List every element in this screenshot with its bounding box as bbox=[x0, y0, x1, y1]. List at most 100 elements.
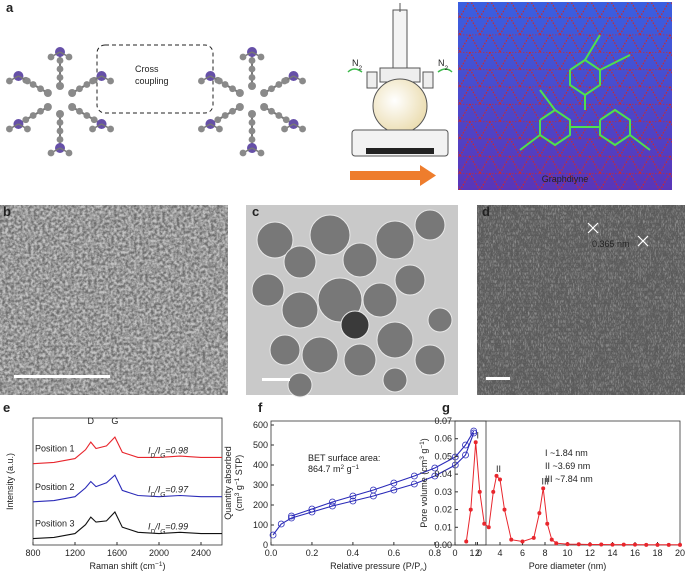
data-point bbox=[576, 542, 581, 547]
legend-label: Position 3 bbox=[35, 519, 75, 529]
atom bbox=[260, 89, 269, 97]
data-point bbox=[369, 486, 377, 494]
data-point bbox=[431, 464, 439, 472]
atom bbox=[248, 74, 256, 81]
panel-label: d bbox=[482, 204, 490, 219]
x-tick-label: 18 bbox=[652, 548, 662, 558]
data-point bbox=[468, 507, 473, 512]
atom bbox=[56, 119, 64, 126]
atom bbox=[268, 85, 275, 93]
y-tick-label: 0.07 bbox=[434, 416, 452, 426]
data-point bbox=[633, 542, 638, 547]
atom bbox=[56, 127, 64, 135]
atom bbox=[198, 125, 205, 133]
ratio-label-part: G bbox=[160, 491, 165, 498]
annotation-part: −1 bbox=[352, 464, 360, 471]
atom bbox=[248, 110, 256, 118]
y-tick-label: 300 bbox=[253, 480, 268, 490]
atom bbox=[65, 149, 73, 157]
data-point bbox=[678, 542, 683, 547]
data-point bbox=[470, 429, 478, 437]
x-tick-label: 12 bbox=[585, 548, 595, 558]
data-point bbox=[288, 514, 295, 522]
series-line bbox=[291, 430, 475, 517]
panel-label: g bbox=[442, 400, 450, 415]
x-tick-label: 0.2 bbox=[306, 548, 319, 558]
series-line bbox=[32, 474, 222, 503]
ratio-label-part: =0.97 bbox=[165, 485, 189, 495]
hrtem-image bbox=[477, 205, 685, 395]
ratio-label-part: I bbox=[148, 485, 151, 495]
plot-frame bbox=[32, 417, 223, 546]
atom bbox=[239, 53, 247, 61]
atom bbox=[216, 77, 223, 85]
tem-image bbox=[246, 205, 458, 398]
data-point bbox=[477, 489, 482, 494]
product-label: Graphdiyne bbox=[542, 174, 589, 184]
legend-label: Position 1 bbox=[35, 444, 75, 454]
molecule bbox=[198, 47, 306, 157]
atom bbox=[47, 149, 55, 157]
atom bbox=[275, 81, 283, 88]
atom bbox=[107, 125, 114, 133]
atom bbox=[281, 77, 288, 85]
atom bbox=[83, 81, 91, 88]
data-point bbox=[509, 537, 514, 542]
panel-label: c bbox=[252, 204, 259, 219]
atom bbox=[24, 125, 31, 133]
x-axis-label-part: Relative pressure ( bbox=[330, 561, 406, 571]
ratio-label-part: =0.99 bbox=[165, 522, 188, 532]
y-axis-label-part: STP) bbox=[234, 455, 244, 478]
y-axis-label-part: (cm bbox=[234, 496, 244, 511]
gas-label-part: N bbox=[438, 58, 445, 68]
coupling-label: coupling bbox=[135, 76, 169, 86]
y-tick-label: 400 bbox=[253, 460, 268, 470]
ratio-label-part: D bbox=[151, 491, 156, 498]
data-point bbox=[349, 497, 357, 505]
data-point bbox=[308, 505, 316, 513]
data-point bbox=[329, 502, 336, 510]
x-axis-label-part: −1 bbox=[155, 561, 163, 568]
ratio-label: ID/IG=0.97 bbox=[148, 485, 189, 499]
data-point bbox=[491, 489, 496, 494]
sem-image bbox=[0, 205, 228, 395]
atom bbox=[89, 125, 96, 133]
atom bbox=[37, 107, 44, 115]
coupling-label: Cross bbox=[135, 64, 159, 74]
data-point bbox=[565, 542, 570, 547]
y-axis-label-part: ) bbox=[419, 438, 429, 441]
y-axis-label-part: −1 bbox=[234, 477, 241, 485]
x-tick-label: 1600 bbox=[107, 548, 127, 558]
panel-label: e bbox=[3, 400, 10, 415]
data-point bbox=[502, 507, 507, 512]
atom bbox=[89, 77, 96, 85]
data-point bbox=[655, 542, 660, 547]
ratio-label-part: =0.98 bbox=[165, 445, 188, 455]
gas-label: N2 bbox=[438, 58, 449, 72]
atom bbox=[221, 112, 229, 119]
data-point bbox=[410, 472, 418, 480]
data-point bbox=[549, 537, 554, 542]
graphdiyne-image bbox=[458, 2, 672, 190]
atom bbox=[229, 107, 236, 115]
data-point bbox=[329, 498, 336, 506]
x-tick-label: 0.4 bbox=[347, 548, 360, 558]
data-point bbox=[277, 520, 285, 528]
data-point bbox=[390, 486, 398, 494]
atom bbox=[235, 89, 244, 97]
atom bbox=[257, 53, 265, 61]
x-tick-label: 6 bbox=[520, 548, 525, 558]
annotation: II ~3.69 nm bbox=[545, 461, 590, 471]
atom bbox=[107, 77, 114, 85]
data-point bbox=[464, 539, 469, 544]
gas-label-part: 2 bbox=[359, 65, 363, 72]
y-tick-label: 0.06 bbox=[434, 434, 452, 444]
peak-label: D bbox=[88, 416, 95, 426]
y-tick-label: 500 bbox=[253, 440, 268, 450]
molecule bbox=[6, 47, 114, 157]
data-point bbox=[610, 542, 615, 547]
annotation-part: BET surface area: bbox=[308, 453, 380, 463]
atom bbox=[22, 116, 30, 124]
atom bbox=[257, 149, 265, 157]
